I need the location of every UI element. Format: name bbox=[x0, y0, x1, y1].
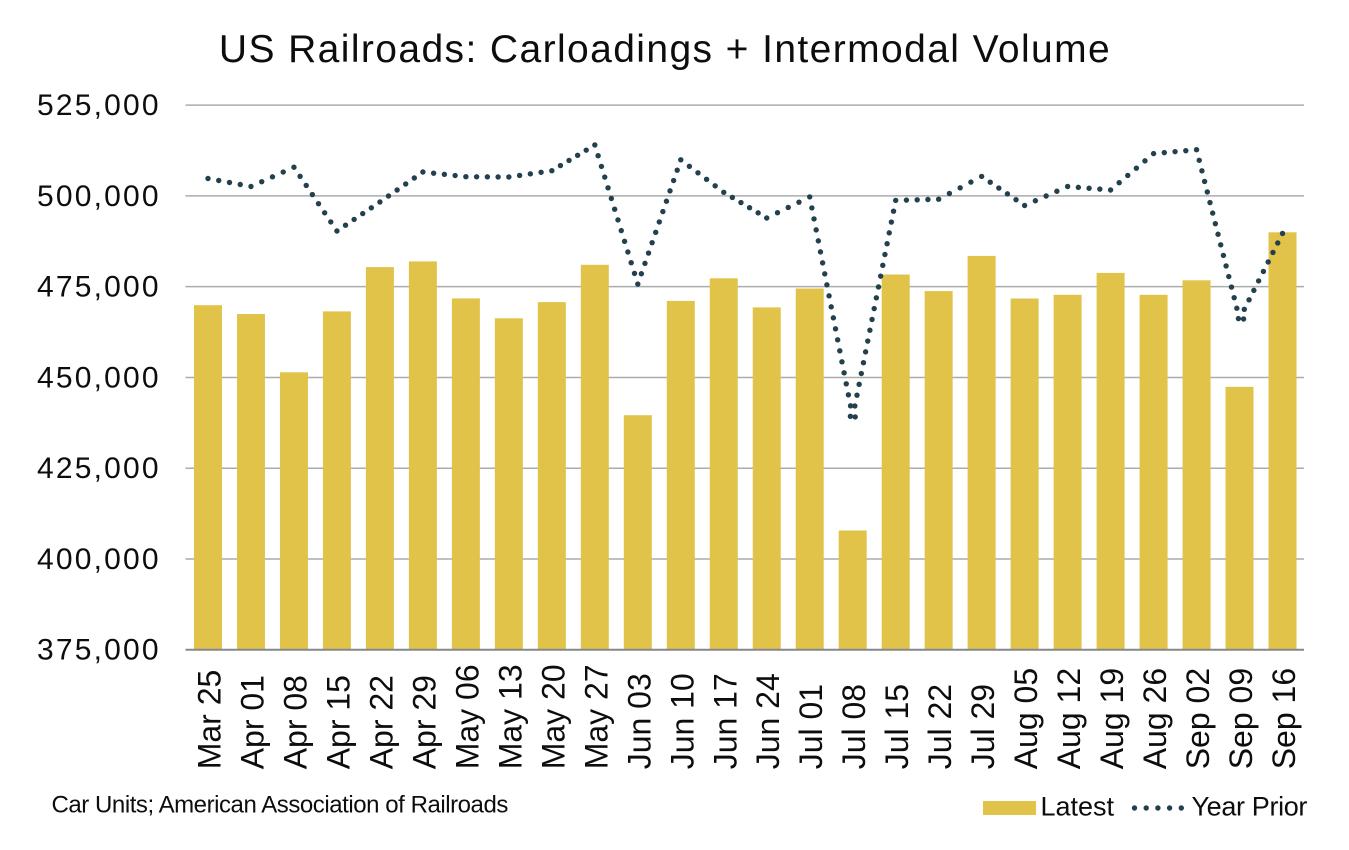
svg-text:475,000: 475,000 bbox=[37, 271, 161, 304]
svg-text:Jul 01: Jul 01 bbox=[793, 684, 829, 769]
svg-text:May 20: May 20 bbox=[535, 664, 571, 769]
svg-text:Jun 03: Jun 03 bbox=[621, 673, 657, 769]
svg-text:Sep 02: Sep 02 bbox=[1180, 668, 1216, 769]
svg-text:Jul 29: Jul 29 bbox=[965, 684, 1001, 769]
svg-text:Apr 15: Apr 15 bbox=[320, 675, 356, 769]
svg-text:Car Units; American Associatio: Car Units; American Association of Railr… bbox=[52, 792, 509, 819]
svg-text:May 06: May 06 bbox=[449, 664, 485, 769]
svg-text:Sep 09: Sep 09 bbox=[1223, 668, 1259, 769]
svg-text:Aug 05: Aug 05 bbox=[1008, 668, 1044, 769]
svg-text:425,000: 425,000 bbox=[37, 452, 161, 485]
svg-text:500,000: 500,000 bbox=[37, 180, 161, 213]
svg-text:Apr 22: Apr 22 bbox=[363, 675, 399, 769]
svg-text:Jul 08: Jul 08 bbox=[836, 684, 872, 769]
svg-text:Aug 19: Aug 19 bbox=[1094, 668, 1130, 769]
svg-text:Mar 25: Mar 25 bbox=[191, 670, 227, 770]
svg-text:Year Prior: Year Prior bbox=[1192, 792, 1308, 822]
svg-text:Jun 17: Jun 17 bbox=[707, 673, 743, 769]
svg-text:May 13: May 13 bbox=[492, 664, 528, 769]
svg-text:Latest: Latest bbox=[1041, 792, 1115, 822]
svg-text:Jun 10: Jun 10 bbox=[664, 673, 700, 769]
svg-text:Aug 12: Aug 12 bbox=[1051, 668, 1087, 769]
svg-text:Jul 22: Jul 22 bbox=[922, 684, 958, 769]
svg-text:Jun 24: Jun 24 bbox=[750, 673, 786, 769]
svg-text:Apr 08: Apr 08 bbox=[277, 675, 313, 769]
svg-text:450,000: 450,000 bbox=[37, 361, 161, 394]
svg-text:Apr 01: Apr 01 bbox=[234, 675, 270, 769]
svg-text:Aug 26: Aug 26 bbox=[1137, 668, 1173, 769]
svg-text:375,000: 375,000 bbox=[37, 634, 161, 667]
svg-text:525,000: 525,000 bbox=[37, 89, 161, 122]
svg-text:Apr 29: Apr 29 bbox=[406, 675, 442, 769]
svg-text:May 27: May 27 bbox=[578, 664, 614, 769]
svg-text:US Railroads: Carloadings + In: US Railroads: Carloadings + Intermodal V… bbox=[219, 28, 1111, 71]
svg-text:400,000: 400,000 bbox=[37, 543, 161, 576]
svg-text:Sep 16: Sep 16 bbox=[1266, 668, 1302, 769]
svg-text:Jul 15: Jul 15 bbox=[879, 684, 915, 769]
